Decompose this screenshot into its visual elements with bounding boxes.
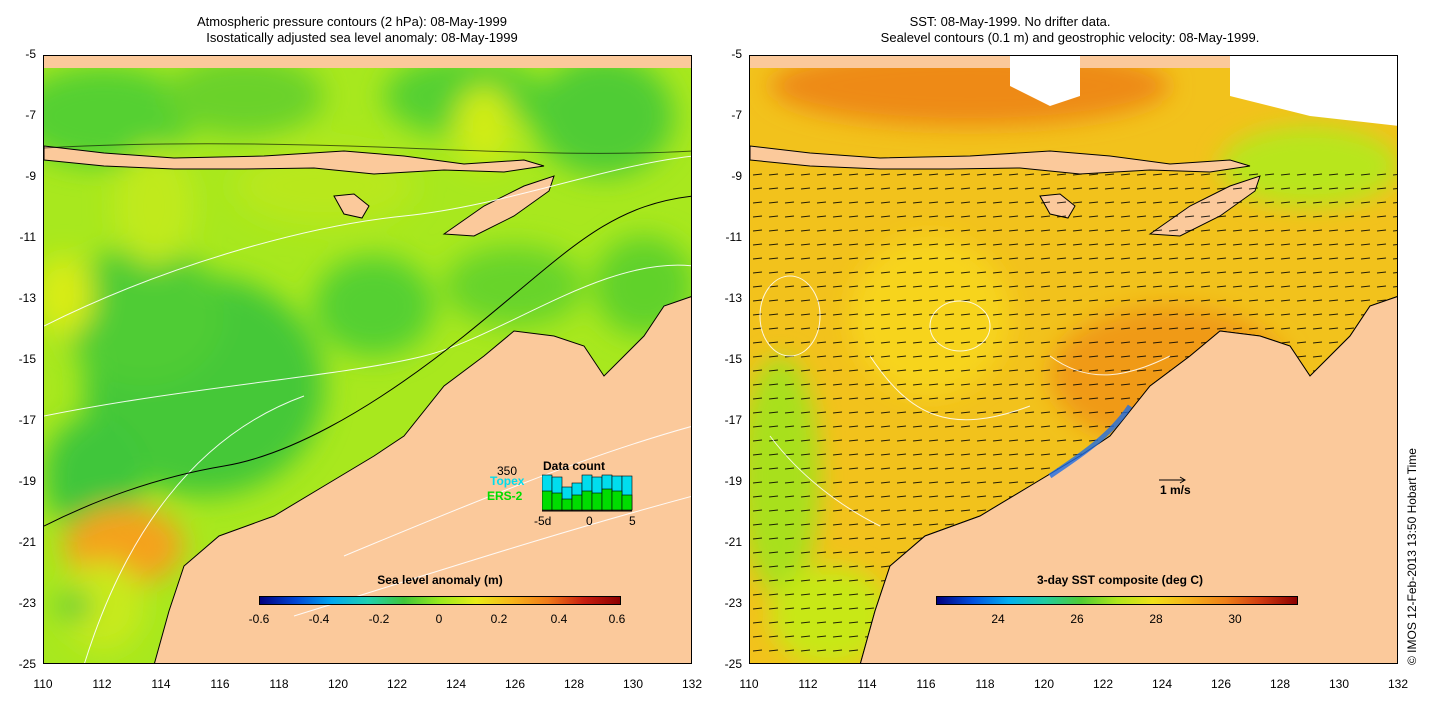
right-title-line2: Sealevel contours (0.1 m) and geostrophi… [880,30,1260,45]
sea-level-anomaly-map[interactable] [43,55,692,664]
left-y-tick: -25 [18,657,36,671]
right-colorbar-tick: 28 [1149,612,1163,626]
right-colorbar-title: 3-day SST composite (deg C) [1036,573,1204,587]
right-x-tick: 110 [739,677,759,691]
data-count-ers-label: ERS-2 [487,489,523,503]
left-y-tick: -13 [18,291,36,305]
data-count-histogram [542,474,633,512]
left-x-tick: 116 [210,677,230,691]
left-title-line1: Atmospheric pressure contours (2 hPa): 0… [197,14,507,29]
right-x-tick: 112 [798,677,818,691]
left-x-tick: 122 [386,677,408,691]
left-y-tick: -23 [18,596,36,610]
right-x-tick: 130 [1328,677,1350,691]
right-x-tick: 132 [1387,677,1409,691]
left-y-tick: -21 [18,535,36,549]
left-y-tick: -17 [18,413,36,427]
sst-colorbar [936,596,1298,605]
right-y-tick: -13 [724,291,742,305]
right-y-tick: -21 [724,535,742,549]
data-count-xtick: -5d [534,514,552,528]
data-count-title: Data count [543,459,606,473]
left-x-tick: 120 [327,677,349,691]
velocity-scale-arrow-icon [1159,476,1186,484]
right-y-tick: -25 [724,657,742,671]
left-y-tick: -7 [25,108,36,122]
right-x-tick: 128 [1269,677,1291,691]
data-count-topex-label: Topex [490,474,525,488]
left-y-tick: -9 [25,169,36,183]
left-x-tick: 124 [445,677,467,691]
left-colorbar-title: Sea level anomaly (m) [377,573,503,587]
right-x-tick: 122 [1092,677,1114,691]
left-y-tick: -15 [18,352,36,366]
credit-text: © IMOS 12-Feb-2013 13:50 Hobart Time [1405,448,1419,665]
left-y-tick: -11 [19,230,36,244]
left-colorbar-tick: 0 [435,612,443,626]
right-x-tick: 126 [1210,677,1232,691]
left-x-tick: 112 [92,677,112,691]
right-y-tick: -15 [724,352,742,366]
sea-level-anomaly-map-graphic [44,56,691,663]
left-colorbar-tick: 0.6 [608,612,626,626]
right-x-tick: 116 [916,677,936,691]
right-colorbar-tick: 26 [1070,612,1084,626]
right-x-tick: 124 [1151,677,1173,691]
data-count-max-label: 350 [497,464,518,478]
left-x-tick: 130 [622,677,644,691]
data-count-xtick: 0 [586,514,593,528]
right-x-tick: 118 [975,677,995,691]
right-x-tick: 114 [857,677,877,691]
right-y-tick: -11 [725,230,742,244]
left-x-tick: 128 [563,677,585,691]
left-x-tick: 126 [504,677,526,691]
left-colorbar-tick: 0.4 [550,612,568,626]
left-x-tick: 132 [681,677,703,691]
left-title-line2: Isostatically adjusted sea level anomaly… [206,30,518,45]
left-colorbar-tick: -0.4 [308,612,330,626]
left-y-tick: -5 [25,47,36,61]
left-colorbar-tick: -0.2 [368,612,390,626]
right-y-tick: -7 [731,108,742,122]
right-y-tick: -19 [724,474,742,488]
right-y-tick: -17 [724,413,742,427]
left-x-tick: 110 [33,677,53,691]
right-colorbar-tick: 30 [1228,612,1242,626]
right-x-tick: 120 [1033,677,1055,691]
velocity-scale-label: 1 m/s [1160,483,1191,497]
left-y-tick: -19 [18,474,36,488]
left-colorbar-tick: -0.6 [248,612,270,626]
left-colorbar-tick: 0.2 [490,612,508,626]
right-colorbar-tick: 24 [991,612,1005,626]
left-x-tick: 118 [269,677,289,691]
sst-map[interactable] [749,55,1398,664]
right-title-line1: SST: 08-May-1999. No drifter data. [909,14,1111,29]
right-y-tick: -9 [731,169,742,183]
data-count-xtick: 5 [629,514,636,528]
right-y-tick: -23 [724,596,742,610]
left-x-tick: 114 [151,677,171,691]
right-y-tick: -5 [731,47,742,61]
sea-level-colorbar [259,596,621,605]
sst-map-graphic [750,56,1397,663]
